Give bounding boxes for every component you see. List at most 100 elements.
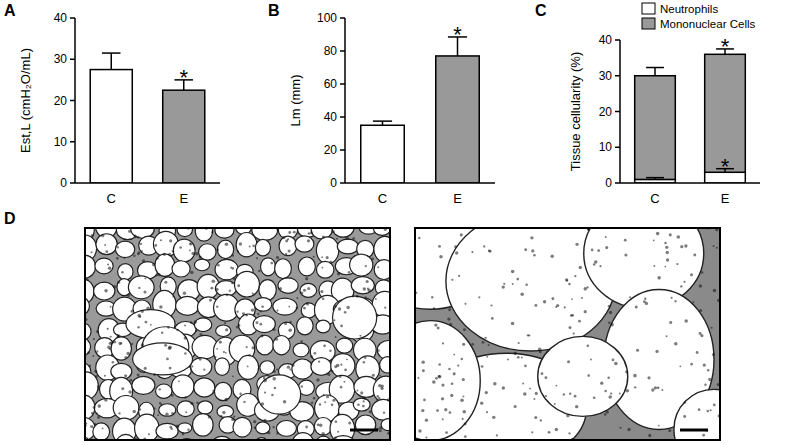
nucleus: [362, 397, 364, 399]
nucleus: [120, 342, 122, 344]
alveolus: [336, 338, 353, 353]
nucleus: [565, 278, 568, 281]
alveolus: [194, 259, 209, 271]
nucleus: [460, 233, 463, 236]
nucleus: [211, 231, 213, 233]
nucleus: [607, 377, 610, 380]
nucleus: [105, 250, 108, 253]
alveolus: [381, 419, 390, 431]
nucleus: [569, 392, 571, 394]
nucleus: [276, 432, 278, 434]
error-cap: [646, 67, 664, 69]
nucleus: [545, 395, 547, 397]
nucleus: [699, 309, 702, 312]
nucleus: [556, 385, 558, 387]
nucleus: [256, 321, 259, 324]
nucleus: [698, 408, 701, 411]
nucleus: [584, 310, 587, 313]
nucleus: [110, 336, 112, 338]
bars: [361, 56, 480, 183]
nucleus: [137, 314, 140, 317]
alveolus: [374, 260, 390, 280]
nucleus: [163, 253, 166, 256]
nucleus: [713, 404, 716, 407]
nucleus: [169, 367, 172, 370]
alveolus: [176, 296, 200, 315]
nucleus: [95, 375, 98, 378]
alveolus: [85, 255, 96, 278]
nucleus: [288, 329, 292, 333]
nucleus: [333, 319, 335, 321]
nucleus: [168, 253, 171, 256]
nucleus: [118, 412, 120, 414]
nucleus: [134, 234, 137, 237]
nucleus: [591, 249, 594, 252]
nucleus: [482, 341, 485, 344]
scale-bar: [680, 429, 708, 432]
nucleus: [222, 411, 225, 414]
alveolus: [255, 239, 270, 256]
nucleus: [217, 264, 220, 267]
y-tick-label: 100: [317, 11, 337, 25]
alveolus: [194, 378, 215, 397]
y-tick: [340, 149, 345, 151]
nucleus: [447, 317, 450, 320]
alveolus: [173, 239, 195, 262]
nucleus: [274, 387, 277, 390]
nucleus: [625, 370, 628, 373]
nucleus: [339, 375, 342, 378]
alveolus: [233, 417, 252, 437]
nucleus: [704, 383, 706, 385]
nucleus: [336, 364, 339, 367]
panel-label: B: [268, 2, 280, 19]
nucleus: [107, 328, 109, 330]
nucleus: [669, 233, 672, 236]
nucleus: [182, 432, 185, 435]
nucleus: [140, 243, 142, 245]
nucleus: [684, 244, 687, 247]
nucleus: [457, 364, 459, 366]
nucleus: [690, 273, 693, 276]
nucleus: [157, 414, 159, 416]
alveolus: [238, 355, 259, 379]
nucleus: [246, 346, 248, 348]
nucleus: [97, 404, 101, 408]
nucleus: [527, 334, 529, 336]
airspace: [333, 296, 377, 339]
alveolus: [156, 384, 172, 398]
nucleus: [232, 375, 234, 377]
nucleus: [438, 245, 441, 248]
nucleus: [451, 382, 454, 385]
micrograph: [415, 228, 720, 440]
nucleus: [359, 335, 361, 337]
annotation: *: [721, 34, 730, 59]
nucleus: [366, 280, 369, 283]
alveolus: [259, 280, 276, 301]
alveolus: [215, 228, 234, 238]
nucleus: [502, 386, 505, 389]
nucleus: [600, 381, 603, 384]
nucleus: [441, 397, 444, 400]
nucleus: [666, 335, 668, 337]
nucleus: [334, 436, 337, 439]
nucleus: [713, 289, 717, 293]
nucleus: [693, 254, 696, 257]
nucleus: [418, 429, 421, 432]
nucleus: [531, 249, 534, 252]
y-tick-label: 20: [324, 143, 338, 157]
nucleus: [245, 314, 248, 317]
nucleus: [86, 278, 89, 281]
nucleus: [184, 336, 187, 339]
nucleus: [223, 351, 225, 353]
nucleus: [287, 238, 289, 240]
nucleus: [372, 374, 375, 377]
nucleus: [260, 334, 263, 337]
y-tick: [70, 17, 75, 19]
nucleus: [684, 401, 687, 404]
alveolus: [273, 335, 290, 354]
nucleus: [113, 285, 117, 289]
nucleus: [311, 402, 314, 405]
y-tick: [70, 100, 75, 102]
nucleus: [289, 321, 292, 324]
bar: [90, 70, 132, 183]
